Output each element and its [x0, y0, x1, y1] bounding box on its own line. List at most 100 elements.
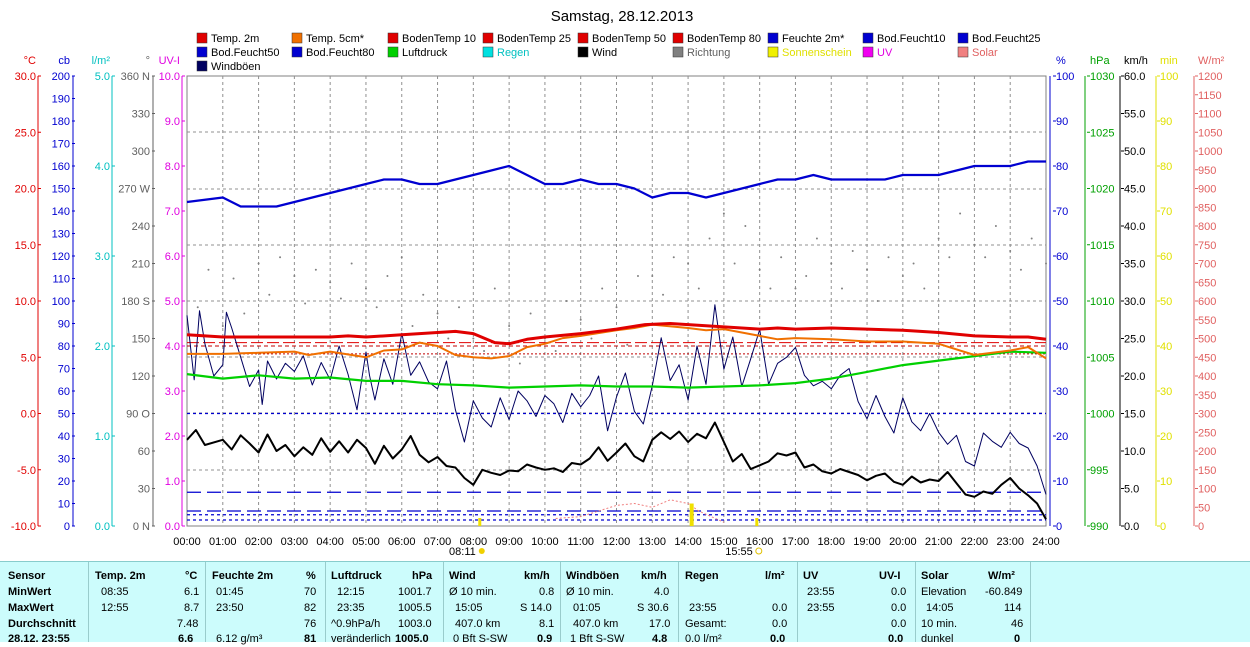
axis-tick-label: 7.0	[165, 206, 180, 218]
axis-tick-label: 180 S	[121, 296, 150, 308]
weather-chart: Samstag, 28.12.2013 Temp. 2m Temp. 5cm* Bo…	[11, 8, 1225, 558]
series-point-richtung	[1030, 237, 1033, 240]
legend-swatch	[672, 46, 684, 58]
stats-table: Sensor Temp. 2m °C Feuchte 2m % Luftdruc…	[0, 561, 1250, 645]
axis-tick-label: 500	[1198, 334, 1216, 346]
moon-icon	[755, 547, 763, 555]
x-tick-label: 09:00	[495, 536, 523, 548]
axis-unit: cb	[58, 55, 70, 67]
boeen-max-val: S 30.6	[637, 602, 669, 614]
axis-tick-label: 50	[1056, 296, 1068, 308]
series-point-richtung	[687, 262, 690, 265]
axis-tick-label: 120	[132, 371, 150, 383]
feuchte-max-time: 23:50	[216, 602, 244, 614]
axis-tick-label: 5.0	[21, 352, 36, 364]
series-point-richtung	[375, 306, 378, 309]
series-point-richtung	[876, 300, 879, 302]
series-point-richtung	[923, 287, 926, 290]
legend-swatch	[196, 32, 208, 44]
x-tick-label: 01:00	[209, 536, 237, 548]
axis-unit: °	[146, 55, 150, 67]
axis-tick-label: 90 O	[126, 409, 150, 421]
axis-tick-label: 25.0	[1124, 334, 1145, 346]
series-point-richtung	[672, 256, 675, 259]
legend-label: BodenTemp 80	[687, 33, 761, 45]
axis-tick-label: 800	[1198, 221, 1216, 233]
axis-tick-label: 950	[1198, 165, 1216, 177]
chart-grid	[186, 75, 1047, 527]
boeen-min-label: Ø 10 min.	[566, 586, 614, 598]
axis-tick-label: 6.0	[165, 251, 180, 263]
series-point-richtung	[579, 318, 582, 321]
series-point-richtung	[708, 237, 711, 240]
axis-tick-label: 100	[1198, 484, 1216, 496]
legend-label: Solar	[972, 47, 998, 59]
axis-tick-label: 150	[52, 184, 70, 196]
axis-tick-label: 40	[1160, 341, 1172, 353]
solar-now-val: 0	[1014, 633, 1021, 645]
series-line-wind	[186, 421, 1047, 520]
axis-tick-label: 80	[1056, 161, 1068, 173]
axis-tick-label: 30	[1056, 386, 1068, 398]
legend-swatch	[196, 60, 208, 72]
legend-label: Luftdruck	[402, 47, 448, 59]
series-point-richtung	[339, 297, 342, 300]
uv-unit: UV-I	[879, 570, 901, 582]
series-point-richtung	[207, 268, 210, 271]
axis-tick-label: 200	[1198, 446, 1216, 458]
axis-tick-label: 3.0	[165, 386, 180, 398]
series-point-richtung	[973, 243, 976, 246]
legend-label: Richtung	[687, 47, 730, 59]
legend-label: UV	[877, 47, 893, 59]
axis-tick-label: 190	[52, 94, 70, 106]
luft-unit: hPa	[412, 570, 433, 582]
legend-label: BodenTemp 10	[402, 33, 476, 45]
axis-unit: l/m²	[92, 55, 111, 67]
axis-unit: W/m²	[1198, 55, 1225, 67]
axis-tick-label: 990	[1090, 521, 1108, 533]
axis-tick-label: 80	[58, 341, 70, 353]
axis-tick-label: 0.0	[1124, 521, 1139, 533]
axis-tick-label: 1200	[1198, 71, 1222, 83]
series-point-richtung	[1009, 250, 1012, 252]
series-point-richtung	[901, 275, 904, 277]
legend-swatch	[957, 32, 969, 44]
boeen-min-val: 4.0	[654, 586, 670, 598]
axis-tick-label: 90	[1160, 116, 1172, 128]
uv-max-time: 23:55	[807, 602, 835, 614]
axis-tick-label: 0	[1160, 521, 1166, 533]
axis-tick-label: 130	[52, 229, 70, 241]
chart-legend: Temp. 2m Temp. 5cm* BodenTemp 10 BodenTemp …	[196, 32, 1041, 73]
series-point-richtung	[386, 275, 389, 277]
feuchte-min-val: 70	[304, 586, 317, 598]
axis-tick-label: 180	[52, 116, 70, 128]
boeen-now-label: 1 Bft S-SW	[570, 633, 625, 645]
series-point-richtung	[887, 256, 890, 259]
axis-tick-label: 4.0	[165, 341, 180, 353]
axis-tick-label: 0	[1056, 521, 1062, 533]
x-tick-label: 05:00	[352, 536, 380, 548]
wind-now-val: 0.9	[537, 633, 553, 645]
axis-tick-label: 30	[138, 484, 150, 496]
series-point-richtung	[221, 325, 224, 327]
series-point-richtung	[243, 312, 246, 315]
sun-icon	[478, 548, 485, 554]
x-tick-label: 14:00	[674, 536, 702, 548]
axis-tick-label: 30	[1160, 386, 1172, 398]
axis-tick-label: 8.0	[165, 161, 180, 173]
series-point-richtung	[651, 275, 654, 277]
series-line-windb-en	[186, 304, 1047, 495]
feuchte-avg-val: 76	[304, 618, 317, 630]
x-tick-label: 11:00	[567, 536, 594, 548]
axis-tick-label: 1030	[1090, 71, 1114, 83]
legend-swatch	[387, 32, 399, 44]
now-label: 28.12. 23:55	[8, 633, 70, 645]
luft-now-val: 1005.0	[395, 633, 429, 645]
axis-tick-label: 120	[52, 251, 70, 263]
series-point-richtung	[1019, 268, 1022, 271]
uv-min-val: 0.0	[891, 586, 907, 598]
series-line-luftdruck	[186, 350, 1047, 389]
series-point-richtung	[529, 312, 532, 315]
solar-max-time: 14:05	[926, 602, 954, 614]
temp-now-val: 6.6	[178, 633, 194, 645]
